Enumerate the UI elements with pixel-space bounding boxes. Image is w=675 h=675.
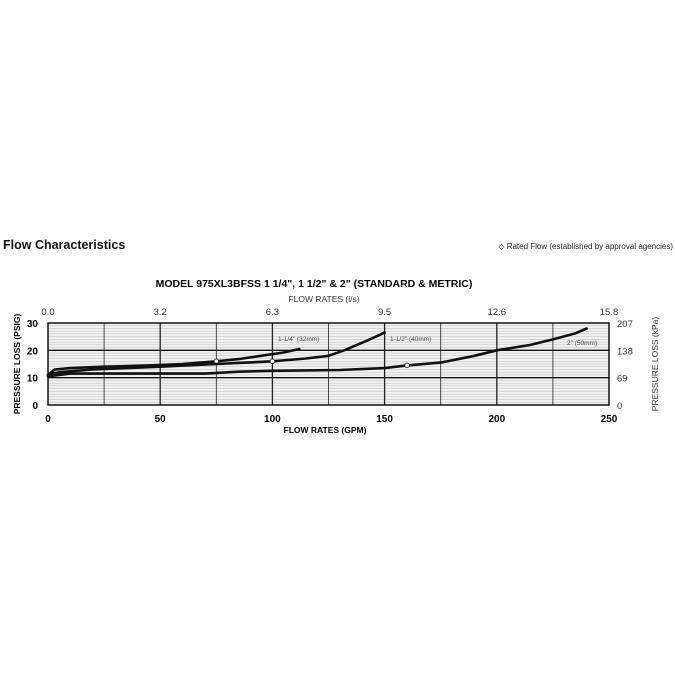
series-label: 2" (50mm) bbox=[567, 340, 597, 347]
x-axis-label: FLOW RATES (GPM) bbox=[284, 425, 367, 435]
y-tick-label: 30 bbox=[27, 319, 39, 330]
chart-title: MODEL 975XL3BFSS 1 1/4", 1 1/2" & 2" (ST… bbox=[156, 278, 473, 290]
y2-tick-label: 69 bbox=[617, 374, 628, 385]
rated-flow-marker bbox=[404, 362, 410, 369]
section-title: Flow Characteristics bbox=[3, 238, 126, 252]
x-tick-label: 150 bbox=[376, 414, 393, 425]
rated-flow-legend: ◇ Rated Flow (established by approval ag… bbox=[498, 242, 673, 251]
x2-tick-label: 0.0 bbox=[41, 307, 54, 318]
rated-flow-marker bbox=[269, 358, 276, 364]
y2-axis-label: PRESSURE LOSS (kPa) bbox=[650, 317, 660, 412]
y-tick-label: 0 bbox=[32, 401, 38, 412]
series-label: 1-1/4" (32mm) bbox=[278, 336, 319, 343]
x2-axis-label: FLOW RATES (l/s) bbox=[288, 294, 359, 304]
plot-frame bbox=[47, 322, 610, 406]
series-line bbox=[46, 327, 588, 378]
x2-tick-label: 6.3 bbox=[266, 307, 279, 318]
y2-tick-label: 138 bbox=[617, 346, 633, 357]
x2-tick-label: 15.8 bbox=[600, 307, 619, 318]
x2-tick-label: 9.5 bbox=[378, 307, 391, 318]
x-tick-label: 0 bbox=[45, 414, 51, 425]
y-tick-label: 20 bbox=[27, 346, 39, 357]
x-tick-label: 100 bbox=[264, 414, 281, 425]
x2-tick-label: 12.6 bbox=[488, 307, 507, 318]
series-label: 1-1/2" (40mm) bbox=[390, 336, 431, 343]
y2-tick-label: 0 bbox=[617, 401, 622, 412]
x-tick-label: 200 bbox=[488, 414, 505, 425]
x-tick-label: 50 bbox=[155, 414, 167, 425]
y2-tick-label: 207 bbox=[617, 319, 633, 330]
x2-tick-label: 3.2 bbox=[154, 307, 167, 318]
y-axis-label: PRESSURE LOSS (PSIG) bbox=[12, 314, 22, 415]
y-tick-label: 10 bbox=[27, 374, 39, 385]
series-line bbox=[46, 347, 301, 377]
x-tick-label: 250 bbox=[601, 414, 618, 425]
